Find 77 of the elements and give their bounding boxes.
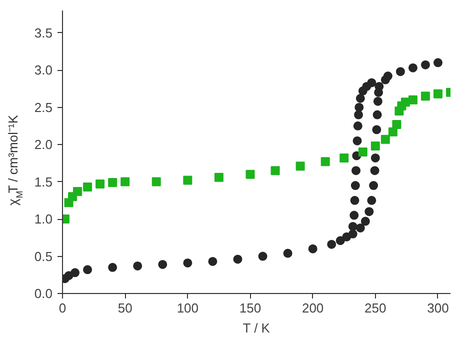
point xyxy=(283,248,292,258)
point xyxy=(372,125,382,134)
point xyxy=(183,258,192,268)
point xyxy=(433,89,442,98)
y-tick-label: 2.0 xyxy=(34,137,53,152)
y-tick-label: 0.0 xyxy=(34,286,53,301)
point xyxy=(367,196,376,205)
point xyxy=(158,260,168,269)
point xyxy=(358,148,368,156)
point xyxy=(408,63,418,72)
point xyxy=(360,216,370,226)
y-tick-label: 3.5 xyxy=(34,25,53,40)
point xyxy=(352,136,362,146)
point xyxy=(320,157,330,166)
point xyxy=(83,265,92,274)
point xyxy=(308,244,318,254)
point xyxy=(108,178,118,188)
point xyxy=(356,94,365,103)
point xyxy=(388,127,398,136)
point xyxy=(350,196,360,205)
point xyxy=(354,102,364,112)
x-tick-label: 250 xyxy=(364,300,386,316)
point xyxy=(73,186,82,196)
x-tick-label: 100 xyxy=(176,300,199,316)
point xyxy=(370,166,380,176)
point xyxy=(120,177,130,186)
point xyxy=(396,67,405,76)
point xyxy=(380,75,390,84)
point xyxy=(208,256,218,266)
point xyxy=(364,207,374,216)
point xyxy=(352,166,361,176)
x-tick-label: 300 xyxy=(427,300,449,316)
point xyxy=(133,261,142,270)
point xyxy=(327,240,336,249)
point xyxy=(258,252,268,261)
y-tick-label: 2.5 xyxy=(34,100,53,115)
point xyxy=(372,110,382,120)
y-tick-label: 1.0 xyxy=(34,212,53,227)
point xyxy=(354,110,364,120)
x-tick-label: 0 xyxy=(58,300,66,316)
point xyxy=(380,134,390,144)
point xyxy=(152,177,161,186)
point xyxy=(350,210,359,220)
point xyxy=(370,142,380,151)
y-tick-label: 1.5 xyxy=(34,174,53,190)
point xyxy=(356,223,365,232)
point xyxy=(353,121,362,130)
x-tick-label: 150 xyxy=(239,300,262,316)
point xyxy=(270,166,280,176)
point xyxy=(340,153,349,162)
point xyxy=(96,180,105,189)
point xyxy=(336,236,345,246)
point xyxy=(392,120,402,129)
point xyxy=(370,153,380,162)
point xyxy=(296,162,305,171)
point xyxy=(214,172,224,182)
y-tick-label: 3.0 xyxy=(34,62,53,78)
point xyxy=(369,181,378,190)
point xyxy=(358,86,368,96)
point xyxy=(348,229,358,238)
point xyxy=(233,254,242,264)
point xyxy=(246,170,255,179)
point xyxy=(108,262,118,272)
y-axis-title: χMT / cm³mol⁻¹K xyxy=(6,114,24,206)
point xyxy=(373,96,382,106)
point xyxy=(83,182,92,192)
point xyxy=(374,82,384,91)
point xyxy=(183,176,192,185)
x-tick-label: 50 xyxy=(118,300,132,316)
x-axis-title: T / K xyxy=(242,320,270,336)
point xyxy=(408,95,418,104)
x-tick-label: 200 xyxy=(302,300,324,316)
point xyxy=(420,60,430,70)
point xyxy=(420,92,430,101)
point xyxy=(433,58,442,68)
y-tick-label: 0.5 xyxy=(34,248,53,264)
point xyxy=(350,181,360,190)
